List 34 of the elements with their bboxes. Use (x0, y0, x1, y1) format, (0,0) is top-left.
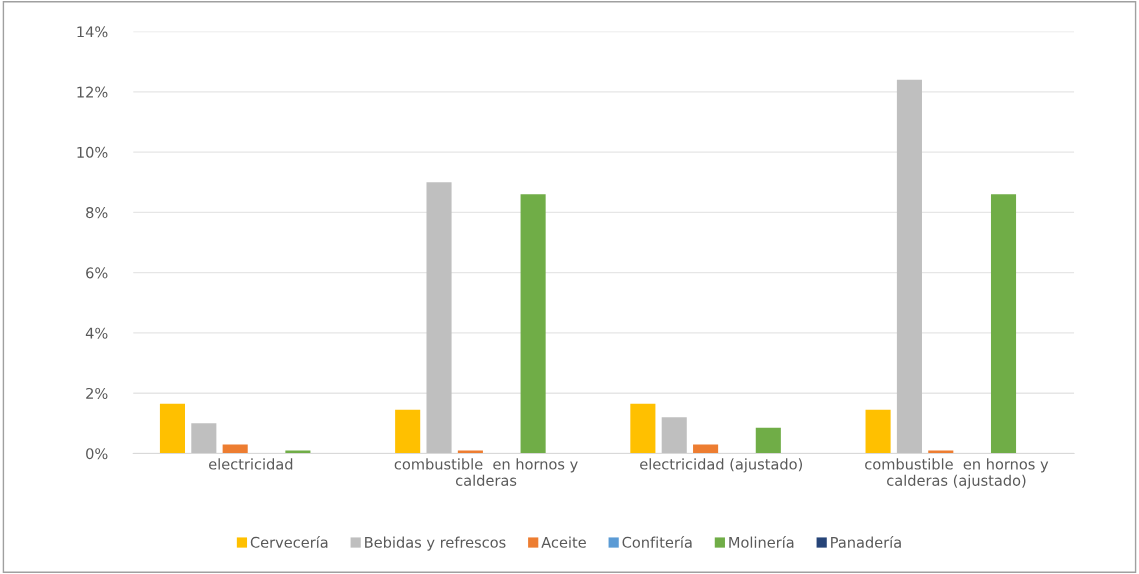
bar (896, 79, 922, 454)
x-tick-label: electricidad (209, 458, 293, 470)
bar (285, 450, 311, 454)
bar (661, 417, 687, 454)
y-tick-label: 10% (77, 146, 108, 158)
y-tick-label: 14% (77, 26, 108, 38)
bar (426, 182, 452, 454)
bar (395, 409, 421, 454)
y-tick-label: 4% (85, 327, 108, 339)
y-tick-label: 2% (86, 387, 108, 399)
bar (928, 450, 954, 454)
bar (755, 427, 781, 454)
legend-label: Panadería (831, 535, 901, 548)
x-tick-label: electricidad (ajustado) (640, 458, 803, 473)
bar (222, 444, 248, 454)
bar (159, 403, 186, 454)
legend-label: Aceite (541, 536, 586, 548)
bar (520, 194, 546, 454)
y-tick-label: 6% (86, 267, 108, 279)
bar (191, 423, 217, 454)
bar (990, 194, 1017, 454)
legend-label: Bebidas y refrescos (365, 536, 506, 551)
legend-label: Confitería (622, 535, 692, 548)
x-tick-label: combustible en hornos y calderas (394, 458, 578, 486)
y-tick-label: 12% (77, 86, 108, 98)
bar (630, 403, 656, 454)
bar (693, 444, 719, 454)
legend-label: Cervecería (250, 535, 328, 548)
bar (457, 450, 483, 454)
legend-label: Molinería (729, 535, 794, 548)
y-tick-label: 8% (86, 207, 108, 219)
bar (865, 409, 891, 454)
y-tick-label: 0% (86, 448, 108, 460)
x-tick-label: combustible en hornos y calderas (ajustado) (865, 458, 1049, 489)
